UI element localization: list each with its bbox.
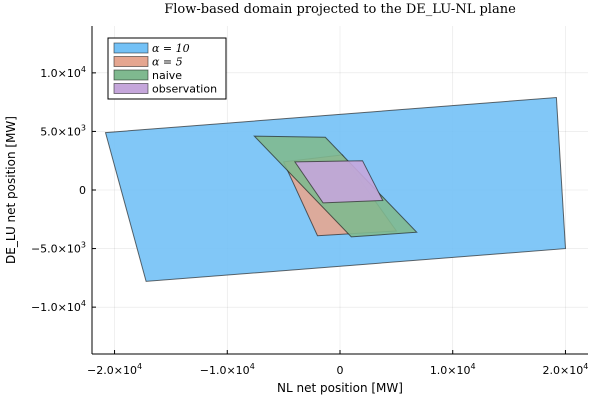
x-tick-label: 0	[337, 364, 344, 377]
y-axis-label: DE_LU net position [MW]	[4, 116, 18, 264]
legend-label-0: α = 10	[152, 42, 190, 55]
legend-swatch-3	[113, 83, 149, 94]
legend-label-3: observation	[152, 83, 217, 96]
x-tick-label: −1.0×104	[200, 362, 255, 377]
axes	[91, 26, 588, 355]
legend-swatch-2	[113, 69, 149, 81]
y-tick-label: −5.0×103	[31, 241, 86, 256]
y-tick-label: 0	[79, 184, 86, 197]
x-tick-label: 2.0×104	[543, 362, 589, 377]
x-tick-label: −2.0×104	[87, 362, 142, 377]
legend-label-2: naive	[152, 69, 182, 82]
series-polygons	[104, 96, 567, 282]
chart-title: Flow-based domain projected to the DE_LU…	[164, 2, 516, 17]
x-axis-label: NL net position [MW]	[277, 381, 403, 395]
legend-swatch-0	[113, 42, 149, 54]
y-tick-label: −1.0×104	[31, 299, 86, 314]
series-polygon-3	[293, 160, 384, 204]
y-tick-label: 5.0×103	[40, 123, 86, 138]
x-tick-label: 1.0×104	[430, 362, 476, 377]
legend-label-1: α = 5	[152, 56, 183, 69]
legend-swatch-1	[113, 56, 149, 67]
tick-labels: −2.0×104 −1.0×104 0 1.0×104 2.0×104 1.0×104 5.…	[31, 65, 588, 377]
y-tick-label: 1.0×104	[40, 65, 86, 80]
